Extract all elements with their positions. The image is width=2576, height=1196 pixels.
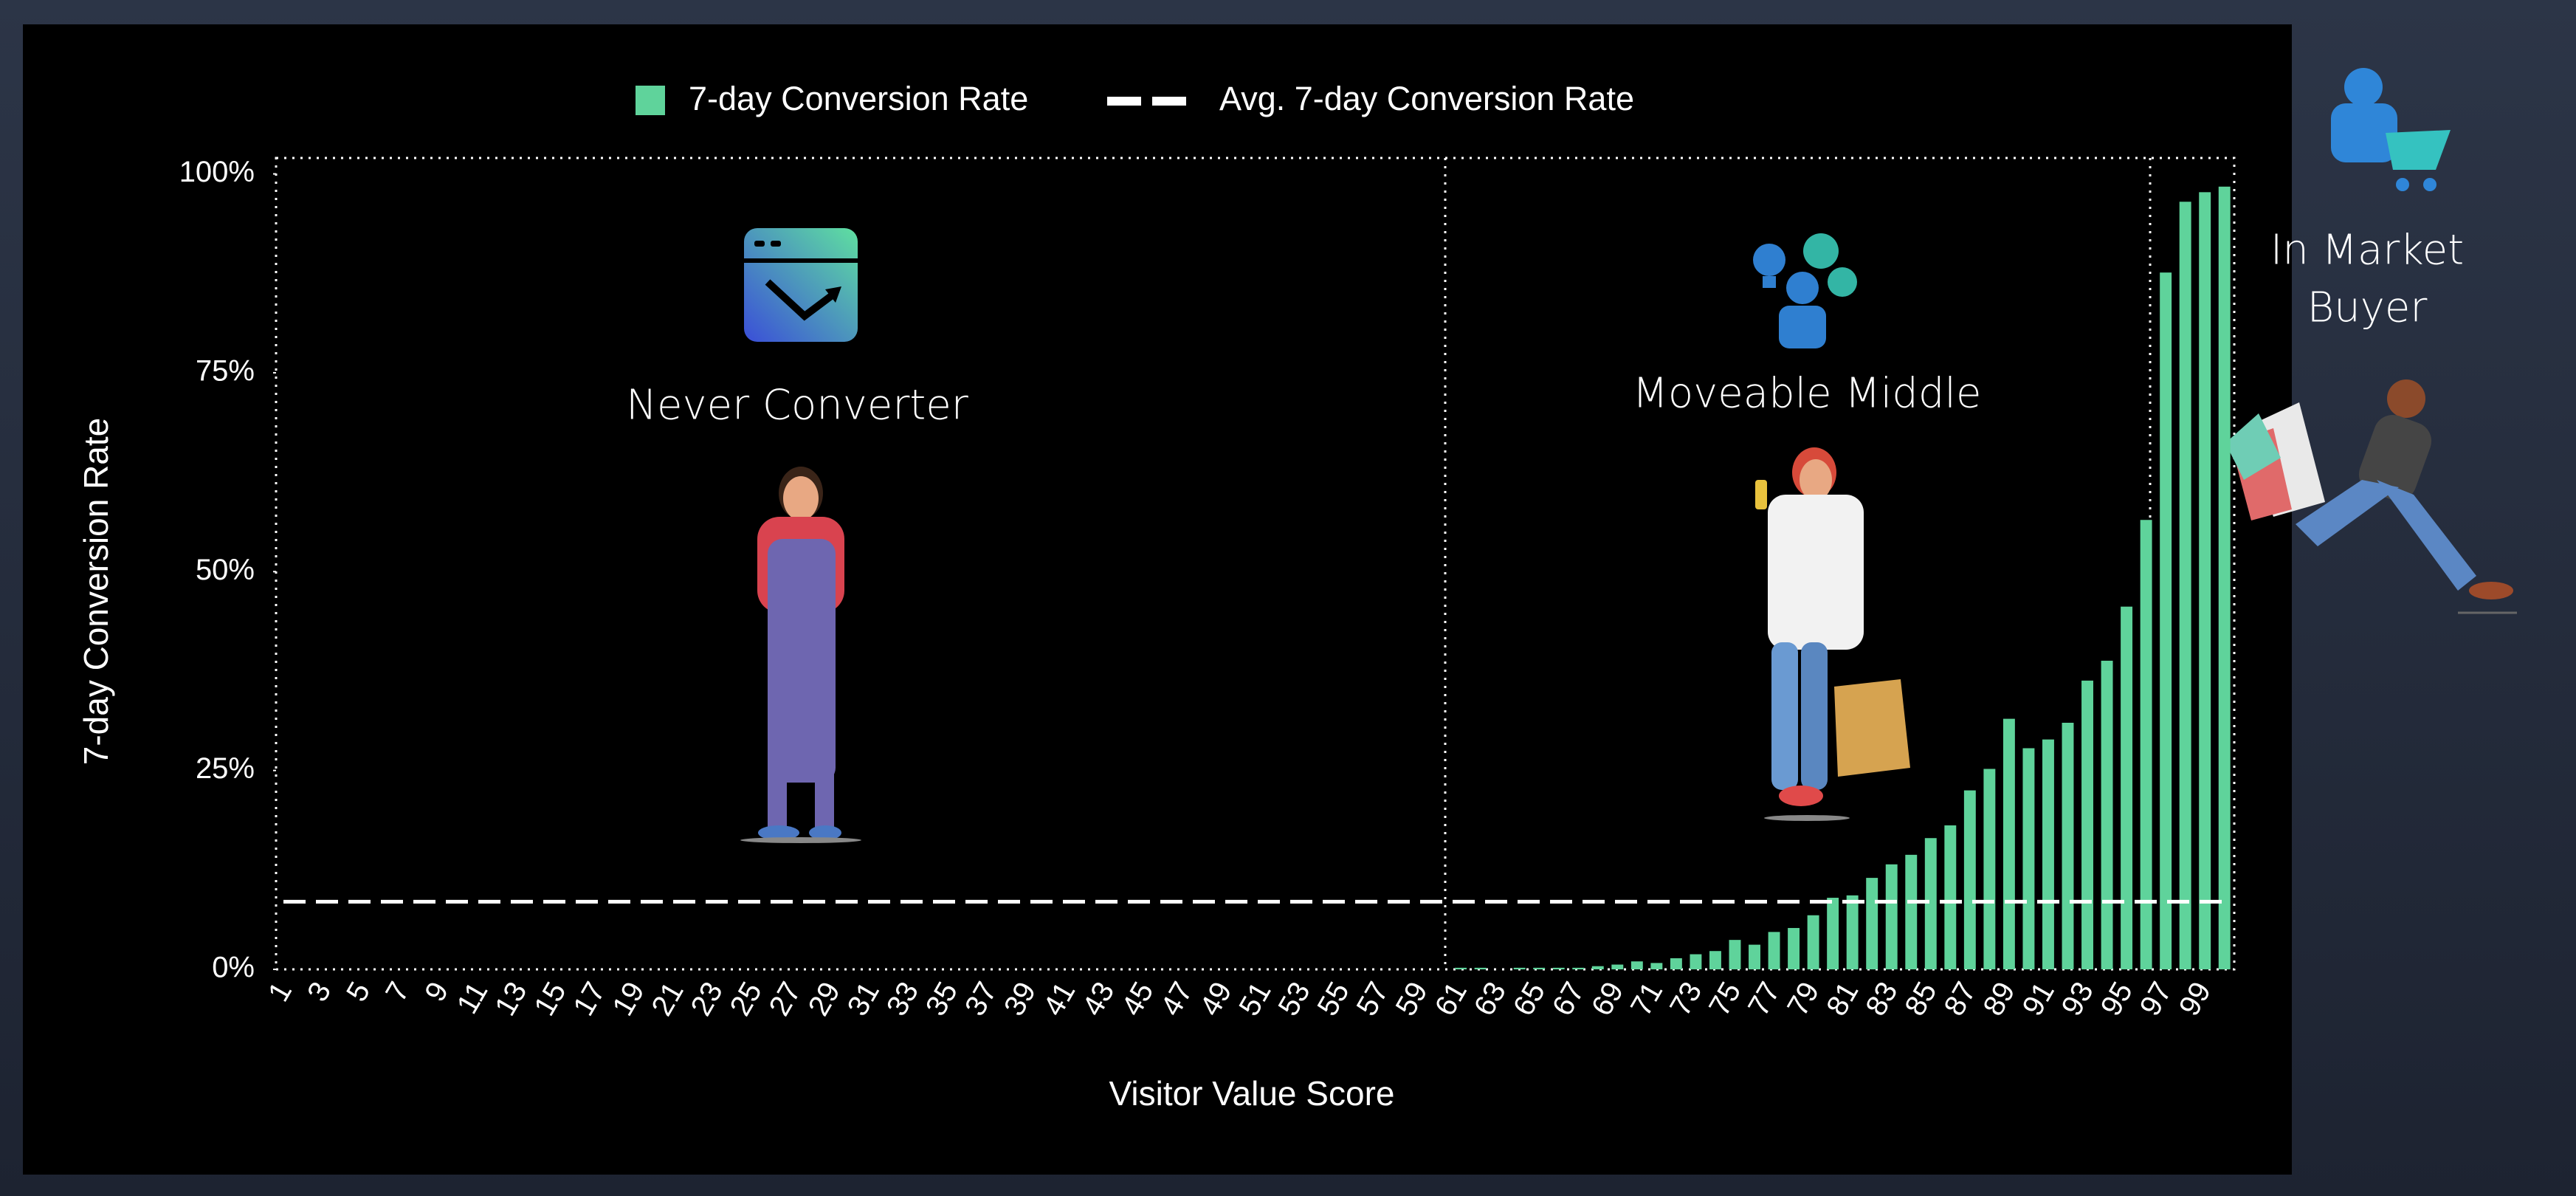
bar xyxy=(2179,202,2191,970)
bar xyxy=(1827,898,1839,969)
bar xyxy=(2160,272,2172,969)
ideas-icon xyxy=(1753,233,1857,348)
legend-label: Avg. 7-day Conversion Rate xyxy=(1219,80,1634,117)
woman-shopping xyxy=(1755,447,1910,821)
bar xyxy=(1807,915,1819,969)
bar xyxy=(1729,940,1741,969)
bar xyxy=(1572,967,1585,969)
segment-label: Buyer xyxy=(2307,283,2428,331)
segment-label: Moveable Middle xyxy=(1633,369,1982,417)
bar xyxy=(1768,932,1780,969)
cart-icon xyxy=(2331,68,2451,191)
calendar-icon xyxy=(744,228,858,342)
x-axis-title: Visitor Value Score xyxy=(1109,1074,1395,1113)
bar xyxy=(1474,967,1487,969)
bar xyxy=(1905,854,1918,969)
woman-overalls xyxy=(740,467,861,843)
legend-label: 7-day Conversion Rate xyxy=(689,80,1028,117)
bar xyxy=(1552,967,1565,969)
bar xyxy=(2022,748,2035,969)
bar xyxy=(1983,769,1996,969)
bar xyxy=(1690,954,1702,969)
bar xyxy=(2002,718,2015,969)
legend: 7-day Conversion Rate Avg. 7-day Convers… xyxy=(636,80,1634,117)
bar xyxy=(1455,967,1467,969)
bar xyxy=(1533,967,1546,969)
bar xyxy=(2042,739,2054,969)
panel xyxy=(23,24,2292,1175)
bar xyxy=(2140,520,2152,969)
bar xyxy=(1650,963,1663,969)
y-tick-label: 50% xyxy=(196,554,255,586)
bar xyxy=(1963,790,1976,969)
bar xyxy=(2218,186,2231,970)
bar xyxy=(1749,944,1760,969)
bar xyxy=(2081,680,2093,969)
y-tick-label: 0% xyxy=(212,952,255,984)
bar xyxy=(1866,878,1878,969)
y-axis-title: 7-day Conversion Rate xyxy=(77,418,115,765)
bar xyxy=(2199,192,2211,970)
running-man xyxy=(2225,379,2517,614)
legend-swatch xyxy=(636,86,665,115)
bar xyxy=(1788,927,1800,969)
bar xyxy=(1885,864,1898,969)
segment-label: Never Converter xyxy=(626,381,968,429)
bar xyxy=(1670,958,1682,969)
bar xyxy=(1630,961,1643,969)
segment-label: In Market xyxy=(2270,226,2464,274)
bar xyxy=(1709,951,1721,969)
bar xyxy=(2101,660,2113,969)
y-tick-label: 100% xyxy=(179,156,255,188)
bar xyxy=(1924,838,1937,969)
bar xyxy=(1611,964,1624,969)
bar xyxy=(1846,895,1859,969)
bar xyxy=(1513,967,1526,969)
y-tick-label: 75% xyxy=(196,354,255,387)
bar xyxy=(1944,825,1957,969)
bar xyxy=(2121,606,2133,969)
y-tick-label: 25% xyxy=(196,752,255,785)
bar xyxy=(2062,722,2074,969)
plot-frame xyxy=(275,157,2236,971)
bar xyxy=(1591,966,1604,969)
